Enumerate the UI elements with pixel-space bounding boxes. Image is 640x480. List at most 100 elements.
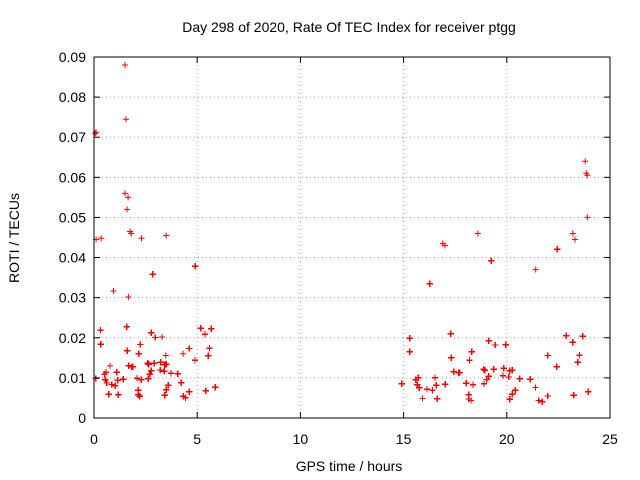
data-point <box>115 391 122 398</box>
y-tick-label: 0.02 <box>59 330 86 346</box>
data-point <box>137 341 144 348</box>
data-point <box>488 257 495 264</box>
data-point <box>136 393 143 400</box>
data-point <box>146 371 153 378</box>
data-point <box>105 391 112 398</box>
data-point <box>112 382 119 389</box>
data-point <box>101 371 108 378</box>
plot-grid <box>94 57 610 418</box>
y-tick-label: 0.09 <box>59 49 86 65</box>
chart-title: Day 298 of 2020, Rate Of TEC Index for r… <box>182 19 516 35</box>
data-point <box>570 392 577 399</box>
data-point <box>102 376 109 383</box>
data-point <box>144 360 151 367</box>
y-tick-label: 0.06 <box>59 169 86 185</box>
data-point <box>416 384 423 391</box>
data-point <box>92 130 98 137</box>
data-point <box>110 288 117 294</box>
data-point <box>125 194 132 201</box>
data-points <box>92 62 592 405</box>
data-point <box>123 323 130 330</box>
data-point <box>433 382 440 389</box>
data-point <box>553 363 560 370</box>
data-point <box>206 345 213 352</box>
y-tick-label: 0.05 <box>59 209 86 225</box>
y-tick-label: 0 <box>78 410 86 426</box>
data-point <box>398 380 405 387</box>
data-point <box>163 232 170 239</box>
data-point <box>474 230 481 237</box>
data-point <box>186 345 193 352</box>
data-point <box>157 359 164 366</box>
data-point <box>442 381 449 388</box>
data-point <box>419 395 426 402</box>
data-point <box>127 228 134 235</box>
x-axis-title: GPS time / hours <box>296 458 403 474</box>
data-point <box>527 376 534 383</box>
data-point <box>412 376 419 383</box>
data-point <box>434 395 441 402</box>
data-point <box>500 372 506 379</box>
data-point <box>161 368 168 375</box>
data-point <box>159 334 165 340</box>
data-point <box>97 341 104 348</box>
data-point <box>124 347 131 354</box>
data-point <box>135 387 142 394</box>
data-point <box>441 242 448 249</box>
data-point <box>180 350 187 357</box>
data-point <box>506 367 513 374</box>
data-point <box>161 361 168 368</box>
data-point <box>490 366 497 373</box>
data-point <box>107 362 113 369</box>
data-point <box>192 263 199 270</box>
x-tick-label: 0 <box>90 431 98 447</box>
data-point <box>113 369 120 376</box>
data-point <box>145 375 152 382</box>
data-point <box>205 352 212 359</box>
data-point <box>212 384 219 391</box>
data-point <box>576 352 583 359</box>
data-point <box>463 380 470 387</box>
plot-frame <box>93 56 611 419</box>
data-point <box>554 246 561 253</box>
data-point <box>125 294 132 300</box>
data-point <box>98 235 105 242</box>
data-point <box>122 62 128 68</box>
data-point <box>481 380 487 387</box>
data-point <box>134 375 140 382</box>
x-tick-label: 5 <box>193 431 201 447</box>
data-point <box>178 379 185 386</box>
y-tick-label: 0.03 <box>59 290 86 306</box>
x-tick-label: 20 <box>499 431 515 447</box>
data-point <box>574 359 581 366</box>
data-point <box>468 348 475 355</box>
data-point <box>162 352 169 359</box>
data-point <box>122 190 128 197</box>
data-point <box>414 381 421 388</box>
data-point <box>145 361 152 368</box>
data-point <box>483 376 490 383</box>
data-point <box>120 376 127 383</box>
x-tick-labels: 0 5 10 15 20 25 <box>90 431 618 447</box>
data-point <box>406 348 413 355</box>
data-point <box>447 330 454 337</box>
data-point <box>532 384 539 391</box>
data-point <box>152 334 159 341</box>
x-tick-label: 25 <box>602 431 618 447</box>
data-point <box>429 387 436 394</box>
data-point <box>148 367 155 374</box>
y-axis-title: ROTI / TECUs <box>6 193 22 283</box>
data-point <box>432 374 438 381</box>
data-point <box>124 206 130 213</box>
data-point <box>569 339 576 346</box>
y-tick-label: 0.07 <box>59 129 86 145</box>
data-point <box>563 332 570 339</box>
data-point <box>114 377 121 384</box>
data-point <box>500 365 507 372</box>
data-point <box>174 370 181 377</box>
data-point <box>202 387 209 394</box>
data-point <box>539 398 546 405</box>
x-tick-label: 10 <box>293 431 309 447</box>
data-point <box>569 230 576 237</box>
